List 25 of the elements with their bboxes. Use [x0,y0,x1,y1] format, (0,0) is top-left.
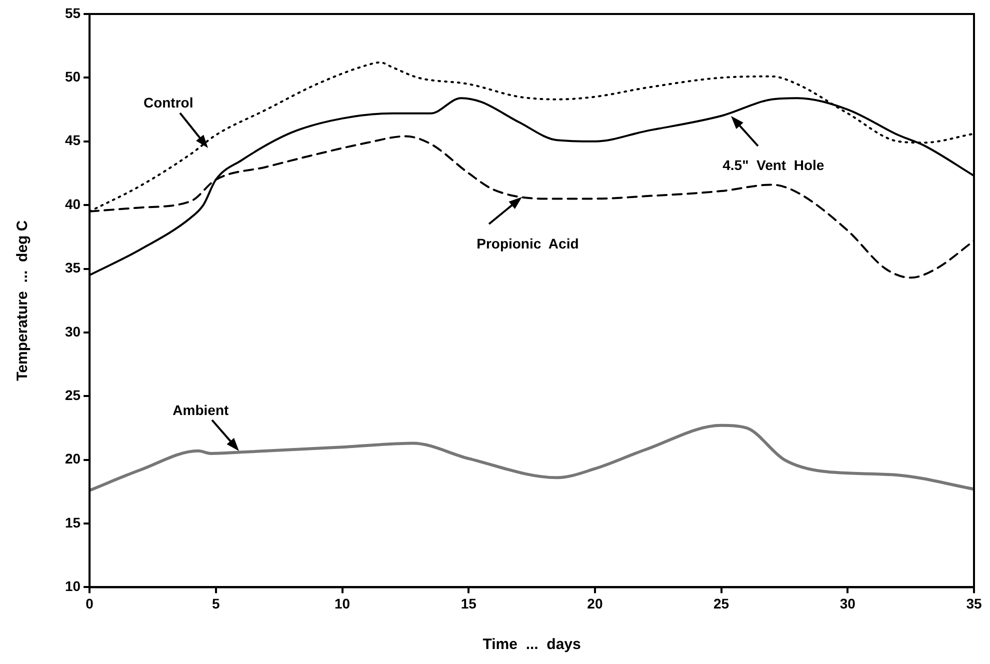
x-axis-title: Time ... days [482,636,581,654]
annotation: Ambient [172,402,229,418]
x-tick-label: 35 [966,595,982,612]
y-tick-label: 10 [64,578,81,594]
x-tick-label: 25 [714,595,730,612]
y-tick-label: 55 [64,4,81,21]
x-tick-label: 5 [212,595,220,612]
x-tick-label: 10 [334,595,350,612]
x-tick-label: 15 [460,595,477,612]
line-series [90,424,974,492]
y-tick-label: 35 [64,260,81,276]
y-tick-label: 25 [64,386,81,403]
y-tick-label: 30 [64,323,81,340]
y-axis-title: Temperature ... deg C [14,220,32,381]
y-tick-label: 40 [64,196,81,212]
y-tick-label: 20 [64,450,81,467]
x-tick-label: 20 [587,595,603,612]
annotation: 4.5" Vent Hole [722,156,824,173]
y-tick-label: 15 [64,514,81,530]
annotation: Propionic Acid [476,235,579,252]
y-tick-label: 50 [64,68,81,85]
x-tick-label: 0 [86,595,94,612]
x-tick-label: 30 [840,595,856,612]
annotation: Control [143,94,194,111]
y-tick-label: 45 [64,132,81,148]
